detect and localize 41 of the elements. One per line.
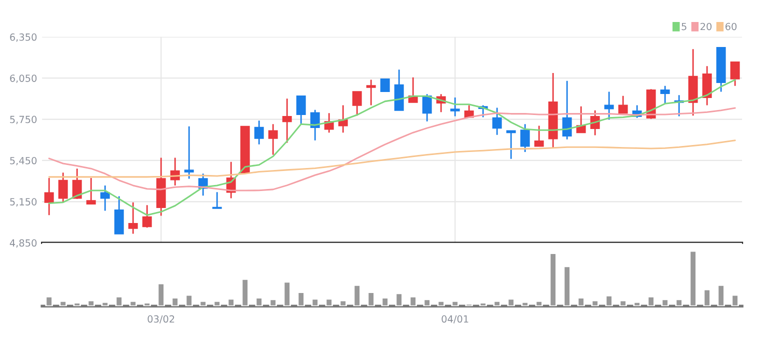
candlestick [44,177,54,216]
candlestick [268,123,278,156]
candlestick [506,130,516,160]
y-tick-label: 5,750 [10,116,37,124]
candlestick [730,61,740,87]
candlestick [72,168,82,200]
candlestick [366,79,376,106]
y-tick-label: 6,050 [10,74,37,83]
candlestick [142,204,152,228]
candlestick [660,85,670,104]
candlestick [702,65,712,106]
legend-label: 20 [700,22,712,30]
candlestick [254,120,264,146]
candlestick [380,78,390,92]
y-tick-label: 5,450 [10,156,37,166]
candlestick [604,91,614,120]
candlestick [296,95,306,126]
candlestick [534,125,544,147]
candlestick [562,80,572,140]
legend-label: 60 [725,22,737,30]
candlestick [86,177,96,205]
x-tick-label: 04/01 [442,315,468,324]
candlestick [100,184,110,212]
candlestick [492,107,502,136]
y-tick-label: 4,850 [10,239,37,248]
candlestick [114,196,124,234]
candlestick [310,109,320,142]
candlestick [618,95,628,114]
candlestick [128,202,138,234]
y-tick-label: 5,150 [10,198,37,206]
x-tick-label: 03/02 [148,315,174,324]
candlestick [212,191,222,210]
candlestick [352,91,362,116]
legend-label: 5 [682,22,686,30]
candlestick [422,93,432,122]
y-tick-label: 6,350 [10,33,37,42]
candlestick [282,98,292,144]
candlestick [58,172,68,204]
candlestick [520,123,530,153]
candlestick [184,126,194,180]
candlestick [450,96,460,117]
